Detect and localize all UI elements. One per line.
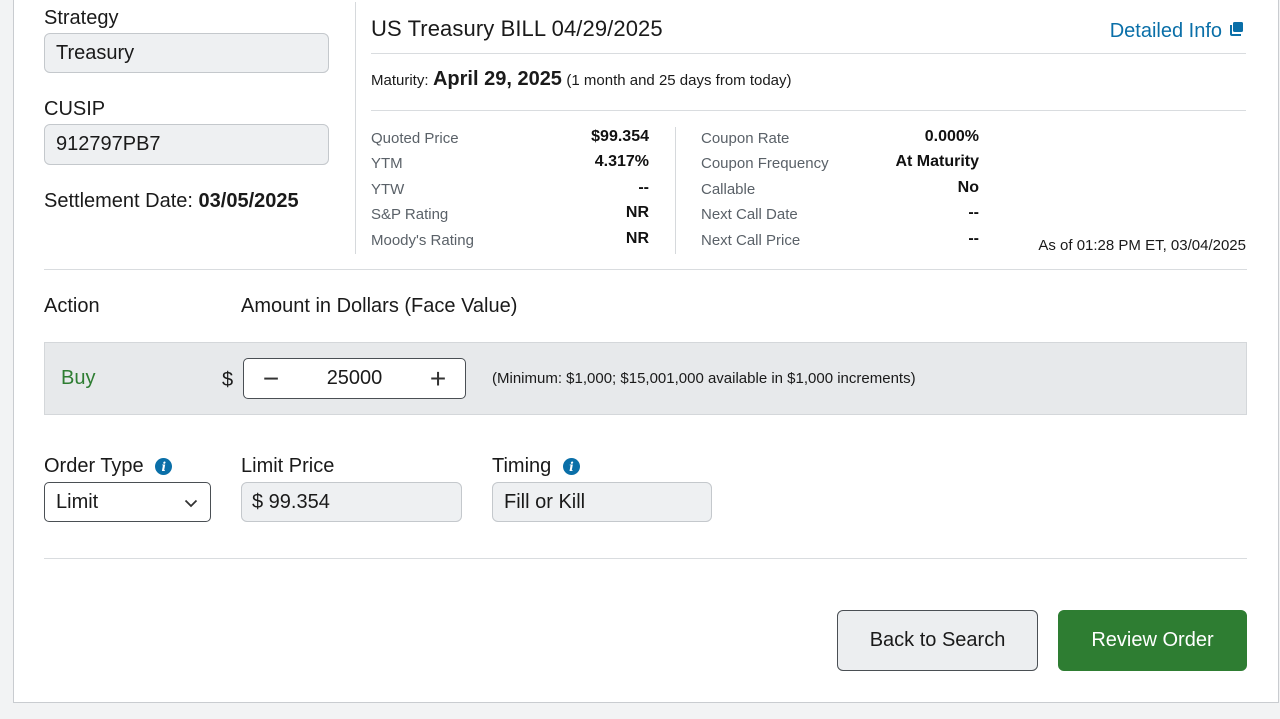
strategy-label: Strategy (44, 7, 119, 29)
strategy-value: Treasury (56, 41, 135, 64)
limit-price-field: $ 99.354 (241, 482, 462, 522)
cusip-field: 912797PB7 (44, 124, 329, 165)
limit-price-label: Limit Price (241, 455, 335, 477)
maturity-date: April 29, 2025 (432, 68, 562, 90)
settlement-date: Settlement Date: 03/05/2025 (44, 190, 299, 213)
stat-value-moodys-rating: NR (625, 230, 649, 247)
settlement-label: Settlement Date: (44, 190, 193, 212)
minus-icon[interactable]: − (262, 362, 280, 394)
stat-label-next-call-date: Next Call Date (701, 206, 798, 223)
cusip-value: 912797PB7 (56, 133, 161, 155)
section-divider-bottom (44, 558, 1247, 559)
stat-label-coupon-frequency: Coupon Frequency (701, 155, 829, 172)
maturity-line: Maturity: April 29, 2025 (1 month and 25… (371, 68, 792, 91)
stat-value-sp-rating: NR (625, 204, 649, 221)
stat-value-ytm: 4.317% (594, 153, 649, 170)
chevron-down-icon (184, 491, 198, 514)
stat-value-next-call-price: -- (968, 230, 979, 247)
stat-value-coupon-rate: 0.000% (924, 128, 979, 145)
detailed-info-label: Detailed Info (1109, 20, 1222, 42)
section-divider-top (44, 269, 1247, 270)
title-divider (371, 53, 1246, 54)
stat-label-ytm: YTM (371, 155, 403, 172)
stat-label-sp-rating: S&P Rating (371, 206, 449, 223)
stats-divider (675, 127, 676, 254)
timing-info-icon[interactable]: i (562, 458, 580, 476)
back-to-search-button[interactable]: Back to Search (837, 610, 1038, 671)
info-circle-icon[interactable]: i (155, 458, 173, 476)
timing-field: Fill or Kill (492, 482, 712, 522)
timing-value: Fill or Kill (504, 490, 586, 513)
stat-label-next-call-price: Next Call Price (701, 232, 801, 249)
action-value-buy: Buy (61, 367, 96, 389)
plus-icon[interactable]: + (429, 362, 447, 394)
as-of-timestamp: As of 01:28 PM ET, 03/04/2025 (1038, 237, 1246, 254)
settlement-value: 03/05/2025 (198, 190, 299, 212)
detailed-info-link[interactable]: Detailed Info (1110, 20, 1244, 43)
stat-value-next-call-date: -- (968, 204, 979, 221)
order-type-select[interactable]: Limit (44, 482, 211, 522)
currency-symbol: $ (222, 369, 234, 391)
action-label: Action (44, 295, 100, 317)
timing-label: Timing (492, 455, 552, 477)
column-divider (355, 2, 356, 254)
stat-value-ytw: -- (638, 179, 649, 196)
maturity-relative: (1 month and 25 days from today) (566, 72, 792, 89)
maturity-divider (371, 110, 1246, 111)
amount-stepper[interactable]: − 25000 + (243, 358, 466, 399)
maturity-label: Maturity: (371, 72, 429, 89)
timing-heading: Timing i (492, 455, 580, 478)
stat-value-coupon-frequency: At Maturity (895, 153, 979, 170)
stat-value-quoted-price: $99.354 (591, 128, 649, 145)
limit-price-value: $ 99.354 (252, 490, 330, 513)
order-type-value: Limit (56, 490, 99, 513)
bond-title: US Treasury BILL 04/29/2025 (371, 16, 663, 41)
amount-label: Amount in Dollars (Face Value) (241, 295, 518, 317)
cusip-label: CUSIP (44, 98, 106, 120)
amount-hint: (Minimum: $1,000; $15,001,000 available … (492, 370, 916, 387)
order-type-heading: Order Type i (44, 455, 173, 478)
strategy-field: Treasury (44, 33, 329, 73)
external-window-icon (1228, 20, 1244, 43)
stat-label-callable: Callable (701, 181, 756, 198)
review-order-button[interactable]: Review Order (1058, 610, 1247, 671)
stat-label-ytw: YTW (371, 181, 405, 198)
stat-label-quoted-price: Quoted Price (371, 130, 459, 147)
stat-label-coupon-rate: Coupon Rate (701, 130, 790, 147)
stat-label-moodys-rating: Moody's Rating (371, 232, 474, 249)
stat-value-callable: No (957, 179, 979, 196)
order-type-label: Order Type (44, 455, 144, 477)
amount-value[interactable]: 25000 (326, 367, 383, 389)
